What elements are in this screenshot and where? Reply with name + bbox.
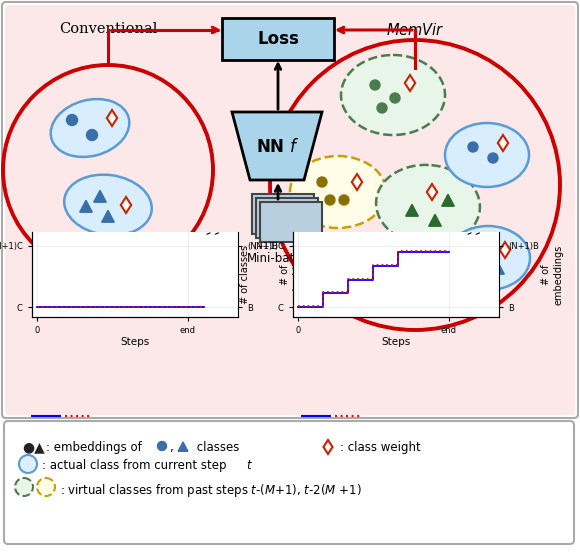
Circle shape — [377, 103, 387, 113]
Text: classes: classes — [193, 441, 240, 454]
Circle shape — [339, 195, 349, 205]
Polygon shape — [324, 440, 332, 454]
Ellipse shape — [50, 99, 129, 157]
Text: Conventional: Conventional — [59, 22, 157, 36]
Text: ,: , — [170, 441, 177, 454]
Circle shape — [37, 478, 55, 496]
Polygon shape — [107, 110, 117, 126]
Ellipse shape — [325, 242, 425, 314]
Text: NN $f$: NN $f$ — [256, 138, 300, 156]
Circle shape — [317, 177, 327, 187]
Ellipse shape — [341, 55, 445, 135]
X-axis label: Steps: Steps — [120, 337, 150, 347]
Ellipse shape — [376, 165, 480, 245]
Polygon shape — [352, 174, 362, 190]
FancyBboxPatch shape — [260, 202, 322, 242]
FancyBboxPatch shape — [222, 18, 334, 60]
Text: : class weight: : class weight — [340, 441, 420, 454]
X-axis label: Steps: Steps — [381, 337, 411, 347]
Circle shape — [488, 153, 498, 163]
Text: : actual class from current step: : actual class from current step — [42, 459, 230, 472]
FancyBboxPatch shape — [5, 5, 575, 415]
Text: : virtual classes from past steps $t$-$(M$+1), $t$-2$(M$ +1): : virtual classes from past steps $t$-$(… — [60, 482, 362, 499]
Polygon shape — [469, 255, 481, 267]
Polygon shape — [121, 197, 131, 213]
Circle shape — [86, 130, 97, 141]
Circle shape — [370, 80, 380, 90]
Text: ●▲: ●▲ — [22, 440, 45, 454]
Circle shape — [19, 455, 37, 473]
Polygon shape — [79, 200, 92, 212]
Polygon shape — [102, 210, 114, 222]
Polygon shape — [364, 261, 376, 272]
Ellipse shape — [446, 226, 530, 290]
FancyBboxPatch shape — [4, 421, 574, 544]
Circle shape — [158, 442, 166, 450]
Text: Loss: Loss — [257, 30, 299, 48]
Polygon shape — [376, 282, 389, 294]
Y-axis label: # of classes: # of classes — [240, 245, 250, 304]
Circle shape — [468, 142, 478, 152]
Ellipse shape — [290, 156, 386, 228]
Circle shape — [3, 65, 213, 275]
Text: $t$: $t$ — [246, 459, 253, 472]
Text: : embeddings of: : embeddings of — [46, 441, 146, 454]
Polygon shape — [94, 190, 106, 202]
Circle shape — [15, 478, 33, 496]
Ellipse shape — [64, 174, 152, 235]
FancyBboxPatch shape — [2, 2, 578, 418]
Polygon shape — [405, 75, 415, 91]
Text: $\mathit{MemVir}$: $\mathit{MemVir}$ — [386, 22, 444, 38]
Polygon shape — [427, 184, 437, 200]
Polygon shape — [232, 112, 322, 180]
Text: Mini-batch: Mini-batch — [247, 252, 309, 265]
FancyBboxPatch shape — [252, 194, 314, 234]
Polygon shape — [178, 442, 188, 452]
Polygon shape — [354, 274, 367, 286]
Y-axis label: # of
embeddings: # of embeddings — [281, 245, 302, 305]
FancyBboxPatch shape — [256, 198, 318, 238]
Circle shape — [270, 40, 560, 330]
Polygon shape — [498, 135, 508, 151]
Circle shape — [390, 93, 400, 103]
Polygon shape — [500, 242, 510, 258]
Polygon shape — [390, 262, 400, 278]
Polygon shape — [442, 194, 454, 206]
Ellipse shape — [445, 123, 529, 187]
Polygon shape — [429, 214, 441, 226]
Y-axis label: # of
embeddings: # of embeddings — [542, 245, 563, 305]
Circle shape — [67, 114, 78, 125]
Circle shape — [325, 195, 335, 205]
Polygon shape — [492, 262, 504, 274]
Polygon shape — [405, 204, 418, 216]
